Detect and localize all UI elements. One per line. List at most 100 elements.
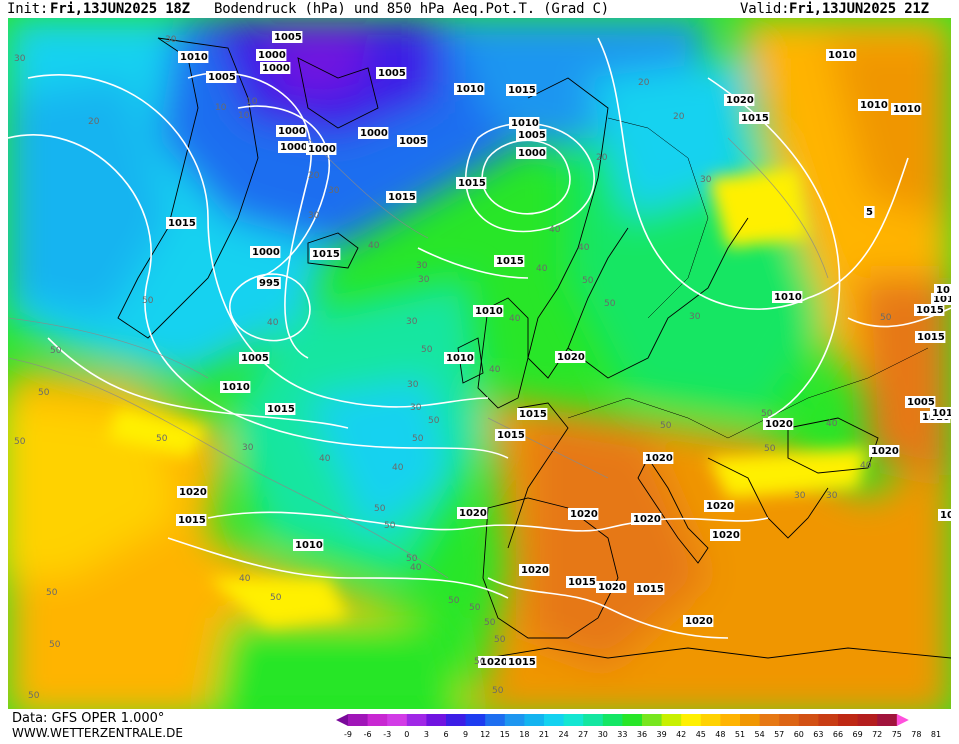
pressure-label: 1000 xyxy=(260,62,291,74)
pressure-label: 995 xyxy=(257,277,281,289)
yellow-band-west xyxy=(108,408,208,458)
pressure-label: 1005 xyxy=(516,129,547,141)
scale-tick-label: 36 xyxy=(637,730,647,739)
isobar-1000-north xyxy=(237,105,331,279)
theta-label: 30 xyxy=(165,35,177,45)
scale-tick-label: 78 xyxy=(911,730,921,739)
scale-tick-label: 15 xyxy=(500,730,510,739)
theta-contour-4 xyxy=(727,137,829,279)
svg-text:1005: 1005 xyxy=(518,130,546,141)
theta-label: 50 xyxy=(660,421,672,431)
theta-label: 50 xyxy=(49,640,61,650)
svg-text:1015: 1015 xyxy=(458,178,486,189)
scale-tick-label: 63 xyxy=(813,730,823,739)
theta-label: 50 xyxy=(880,313,892,323)
balkans-coast xyxy=(707,457,829,539)
scale-box xyxy=(504,714,525,726)
svg-text:1000: 1000 xyxy=(308,144,336,155)
pressure-label: 1015 xyxy=(634,583,665,595)
yellow-band-east xyxy=(708,168,808,248)
theta-label: 40 xyxy=(267,318,279,328)
greenland-coast xyxy=(117,37,259,339)
theta-label: 50 xyxy=(384,521,396,531)
svg-text:1020: 1020 xyxy=(871,446,899,457)
pressure-label: 1010 xyxy=(454,83,485,95)
coastlines xyxy=(117,37,951,659)
svg-text:1010: 1010 xyxy=(295,540,323,551)
svg-text:1000: 1000 xyxy=(518,148,546,159)
pressure-label: 1010 xyxy=(772,291,803,303)
scale-tick-label: 66 xyxy=(833,730,843,739)
pressure-label: 1020 xyxy=(643,452,674,464)
pressure-label: 1015 xyxy=(265,403,296,415)
svg-text:1005: 1005 xyxy=(241,353,269,364)
svg-text:1020: 1020 xyxy=(598,582,626,593)
website-link[interactable]: WWW.WETTERZENTRALE.DE xyxy=(12,726,183,740)
svg-text:1015: 1015 xyxy=(636,584,664,595)
scale-box xyxy=(818,714,839,726)
svg-text:1010: 1010 xyxy=(456,84,484,95)
isobar-1010-north xyxy=(27,74,489,408)
theta-label: 40 xyxy=(860,461,872,471)
theta-label: 30 xyxy=(416,261,428,271)
scale-tick-label: 51 xyxy=(735,730,745,739)
cyan-west-zone xyxy=(8,78,168,318)
pressure-label: 1015 xyxy=(310,248,341,260)
scale-tick-label: 6 xyxy=(443,730,448,739)
svg-text:1020: 1020 xyxy=(480,657,508,668)
weather-map[interactable]: 1005 1010 1000 1000 1005 1005 1010 1015 1010 1005… xyxy=(8,18,951,709)
theta-labels: 3030201010102030302020203040303040405030… xyxy=(14,35,892,701)
svg-text:1005: 1005 xyxy=(399,136,427,147)
svg-text:1010: 1010 xyxy=(222,382,250,393)
pressure-label: 1000 xyxy=(250,246,281,258)
pressure-label: 1020 xyxy=(704,500,735,512)
scale-tick-label: 57 xyxy=(774,730,784,739)
pressure-label: 1020 xyxy=(938,509,951,521)
isobar-995-core xyxy=(229,273,311,342)
scale-box xyxy=(838,714,859,726)
pressure-label: 1015 xyxy=(739,112,770,124)
scale-tick-label: 33 xyxy=(617,730,627,739)
theta-label: 50 xyxy=(494,635,506,645)
pressure-label: 1020 xyxy=(568,508,599,520)
theta-label: 50 xyxy=(604,299,616,309)
svg-text:1005: 1005 xyxy=(378,68,406,79)
theta-label: 50 xyxy=(28,691,40,701)
svg-text:1015: 1015 xyxy=(508,657,536,668)
svg-text:1005: 1005 xyxy=(208,72,236,83)
scale-box xyxy=(779,714,800,726)
scale-box xyxy=(426,714,447,726)
svg-text:1015: 1015 xyxy=(568,577,596,588)
theta-label: 40 xyxy=(319,454,331,464)
svg-text:1020: 1020 xyxy=(940,510,951,521)
isobar-1015-atlantic xyxy=(417,247,529,279)
theta-label: 50 xyxy=(484,618,496,628)
scale-tick-label: 48 xyxy=(715,730,725,739)
pressure-label: 1010 xyxy=(220,381,251,393)
scale-tick-label: 54 xyxy=(755,730,765,739)
theta-label: 10 xyxy=(246,97,258,107)
pressure-label: 1000 xyxy=(278,141,309,153)
svg-text:1020: 1020 xyxy=(633,514,661,525)
scale-box xyxy=(740,714,761,726)
pressure-label: 1020 xyxy=(478,656,509,668)
isobar-1015-north xyxy=(8,134,509,459)
pressure-label: 1015 xyxy=(495,429,526,441)
svg-text:1000: 1000 xyxy=(360,128,388,139)
svg-text:1005: 1005 xyxy=(907,397,935,408)
svg-text:1000: 1000 xyxy=(258,50,286,61)
theta-contour-3 xyxy=(487,417,609,479)
svg-text:1015: 1015 xyxy=(497,430,525,441)
theta-contour-1 xyxy=(8,357,449,579)
scale-tick-label: 27 xyxy=(578,730,588,739)
theta-label: 30 xyxy=(406,317,418,327)
scale-tick-label: 45 xyxy=(696,730,706,739)
pressure-label: 1005 xyxy=(397,135,428,147)
pressure-label: 1020 xyxy=(555,351,586,363)
scandinavia-coast xyxy=(567,217,749,379)
theta-label: 30 xyxy=(418,275,430,285)
scale-box xyxy=(465,714,486,726)
scale-box xyxy=(387,714,408,726)
coldest-core-zone xyxy=(268,28,368,98)
green-south-atlantic-zone xyxy=(209,618,467,709)
